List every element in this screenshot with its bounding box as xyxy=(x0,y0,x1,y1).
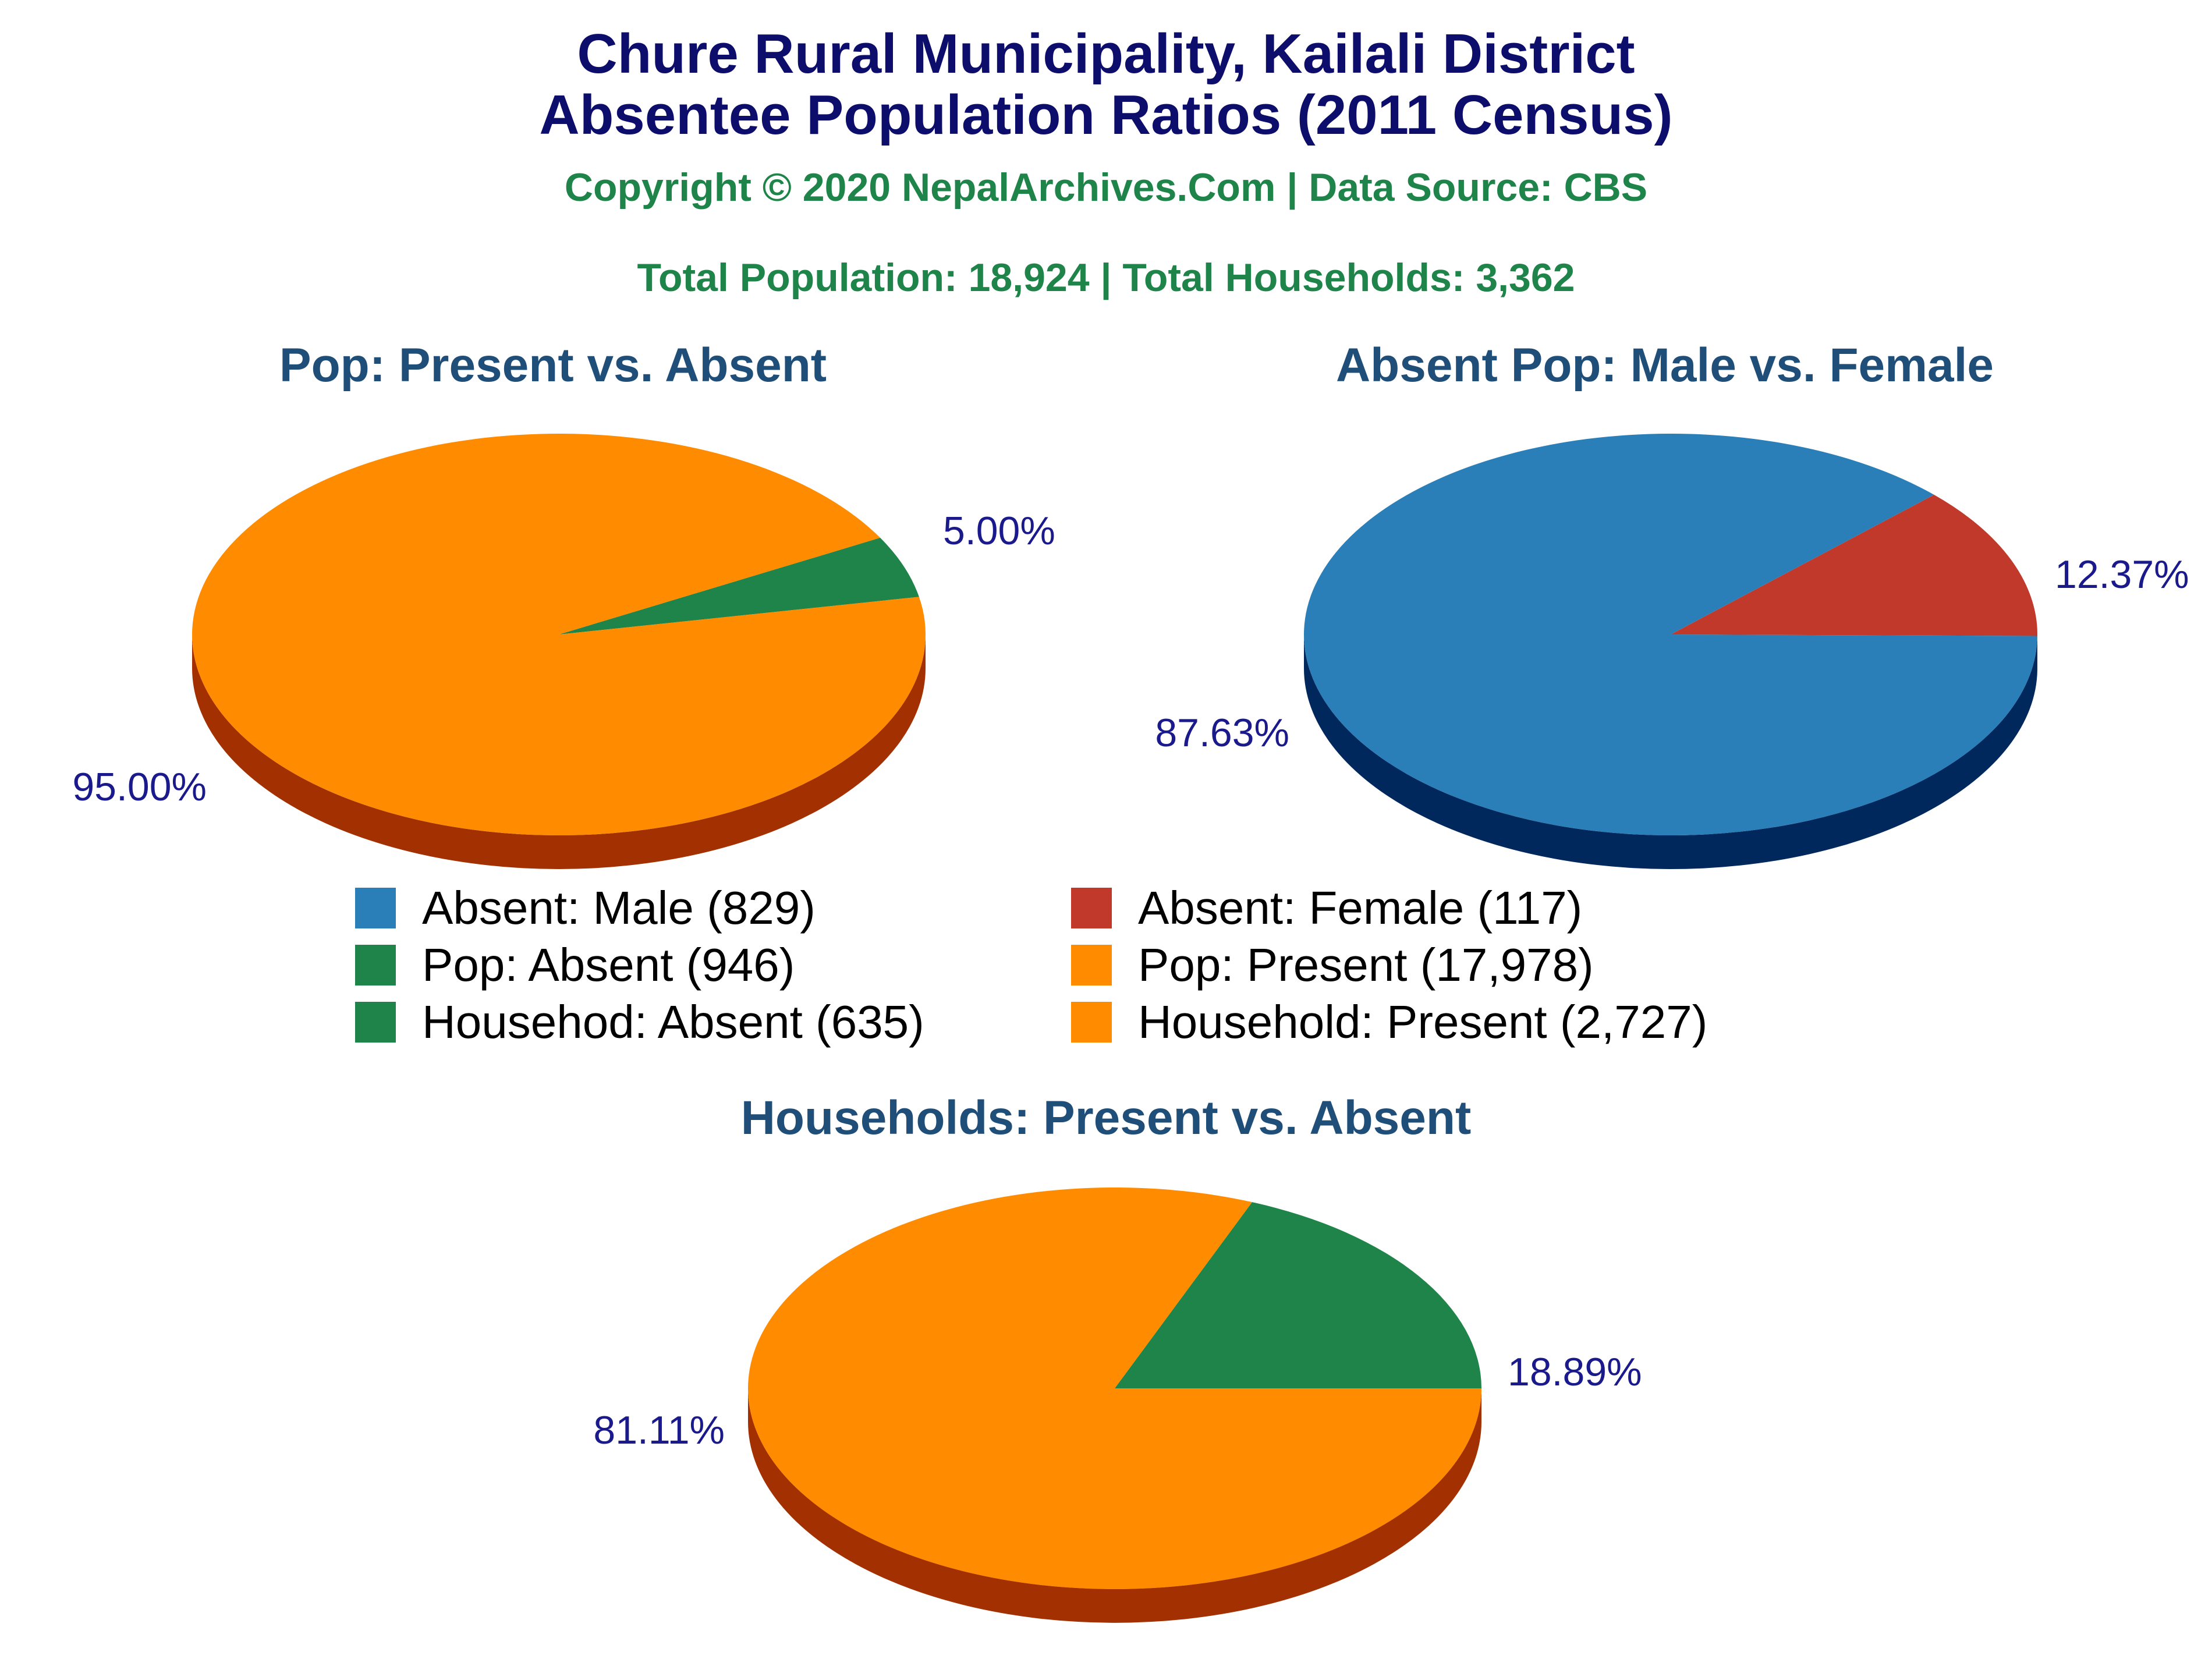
pie2-slice xyxy=(1304,433,2037,835)
legend-entry-label: Household: Present (2,727) xyxy=(1138,996,1707,1048)
pie2-percent-label: 87.63% xyxy=(1155,711,1289,755)
chart-title-line1: Chure Rural Municipality, Kailali Distri… xyxy=(577,23,1635,85)
pie1-percent-label: 5.00% xyxy=(943,509,1055,553)
legend-entry-label: Pop: Absent (946) xyxy=(422,939,795,991)
pie2-slice xyxy=(1671,494,2037,636)
chart-title-line2: Absentee Population Ratios (2011 Census) xyxy=(539,84,1672,146)
pie2-title: Absent Pop: Male vs. Female xyxy=(1336,339,1994,392)
legend-entry-label: Househod: Absent (635) xyxy=(422,996,924,1048)
pie2-percent-label: 12.37% xyxy=(2055,552,2189,597)
legend-entry-label: Absent: Female (117) xyxy=(1138,882,1582,934)
pie3-percent-label: 18.89% xyxy=(1508,1350,1642,1394)
legend-swatch xyxy=(1071,945,1112,986)
legend-swatch xyxy=(355,888,396,928)
legend-entry-label: Absent: Male (829) xyxy=(422,882,816,934)
pie3-side-wall xyxy=(748,1388,1481,1623)
pie3-percent-label: 81.11% xyxy=(593,1408,725,1452)
copyright-text: Copyright © 2020 NepalArchives.Com | Dat… xyxy=(565,165,1647,210)
pie3-slice xyxy=(1115,1202,1481,1388)
legend: Absent: Male (829) Absent: Female (117)Po… xyxy=(355,882,1707,1048)
legend-entry-label: Pop: Present (17,978) xyxy=(1138,939,1594,991)
pie1-side-wall xyxy=(192,634,926,869)
legend-swatch xyxy=(355,1002,396,1043)
legend-swatch xyxy=(355,945,396,986)
pie2-side-wall xyxy=(1304,634,2037,870)
pie-pop-present-vs-absent: 5.00% 95.00% xyxy=(72,434,1055,869)
legend-swatch xyxy=(1071,888,1112,928)
pie1-slice xyxy=(192,434,926,835)
pie1-percent-label: 95.00% xyxy=(72,765,207,809)
pie1-title: Pop: Present vs. Absent xyxy=(279,339,827,392)
pie3-title: Households: Present vs. Absent xyxy=(741,1091,1472,1144)
pie1-slice xyxy=(559,537,919,634)
legend-swatch xyxy=(1071,1002,1112,1043)
totals-text: Total Population: 18,924 | Total Househo… xyxy=(637,256,1575,300)
pie-absent-male-vs-female: 12.37% 87.63% xyxy=(1155,433,2189,870)
pie3-slice xyxy=(748,1187,1481,1589)
pie-households-present-vs-absent: 18.89% 81.11% xyxy=(593,1187,1642,1623)
